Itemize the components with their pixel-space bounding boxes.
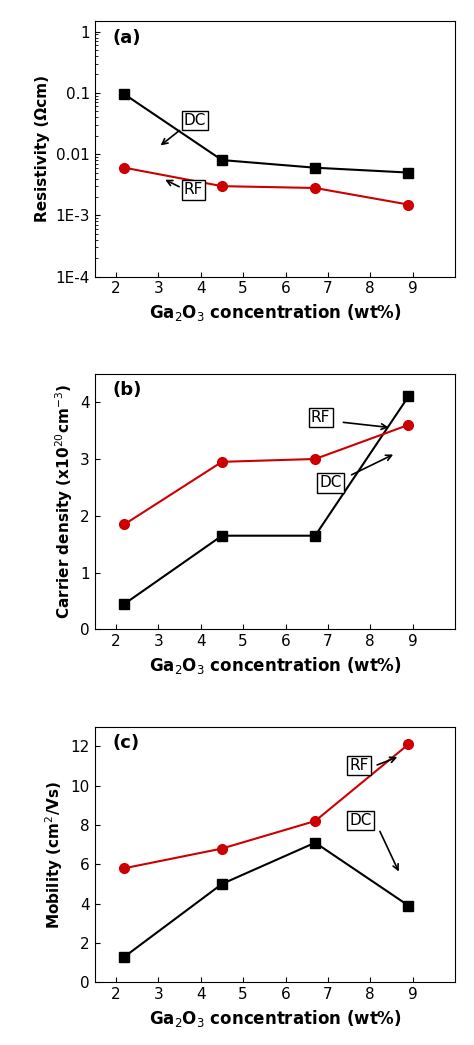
X-axis label: Ga$_2$O$_3$ concentration (wt%): Ga$_2$O$_3$ concentration (wt%) bbox=[148, 1007, 401, 1028]
Text: RF: RF bbox=[349, 758, 368, 773]
Y-axis label: Resistivity (Ωcm): Resistivity (Ωcm) bbox=[35, 75, 50, 223]
Text: (a): (a) bbox=[113, 28, 141, 47]
Text: DC: DC bbox=[319, 475, 342, 490]
Y-axis label: Mobility (cm$^2$/Vs): Mobility (cm$^2$/Vs) bbox=[44, 781, 65, 929]
Text: RF: RF bbox=[311, 410, 330, 425]
Text: (c): (c) bbox=[113, 735, 140, 752]
Y-axis label: Carrier density (x10$^{20}$cm$^{-3}$): Carrier density (x10$^{20}$cm$^{-3}$) bbox=[53, 385, 74, 619]
Text: RF: RF bbox=[184, 183, 203, 198]
Text: DC: DC bbox=[349, 813, 372, 828]
Text: DC: DC bbox=[184, 113, 206, 127]
X-axis label: Ga$_2$O$_3$ concentration (wt%): Ga$_2$O$_3$ concentration (wt%) bbox=[148, 655, 401, 676]
Text: (b): (b) bbox=[113, 381, 142, 399]
X-axis label: Ga$_2$O$_3$ concentration (wt%): Ga$_2$O$_3$ concentration (wt%) bbox=[148, 302, 401, 323]
